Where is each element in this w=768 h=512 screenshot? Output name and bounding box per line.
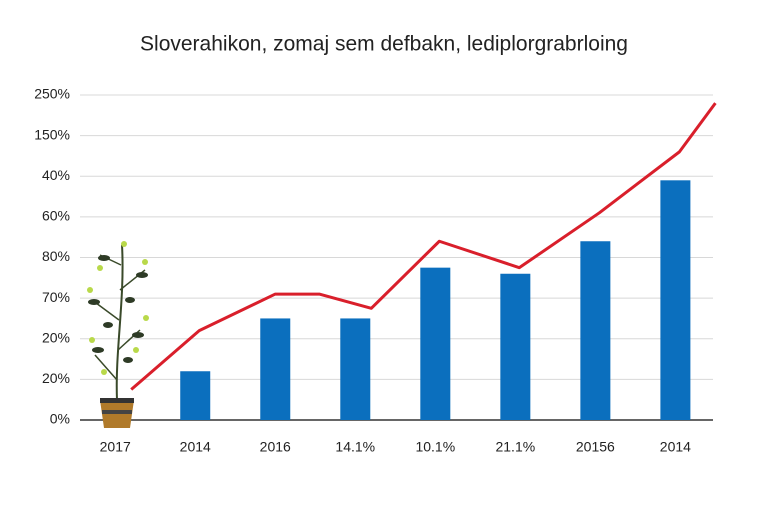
bar	[340, 318, 371, 420]
y-tick-label: 0%	[50, 411, 70, 427]
y-tick-label: 20%	[42, 370, 70, 386]
x-tick-label: 21.1%	[495, 439, 535, 455]
x-tick-label: 2014	[660, 439, 691, 455]
x-tick-label: 2014	[180, 439, 211, 455]
y-tick-label: 80%	[42, 248, 70, 264]
line	[130, 102, 717, 391]
bar	[660, 180, 691, 420]
bar	[420, 267, 451, 420]
bar	[260, 318, 291, 420]
x-tick-label: 20156	[576, 439, 615, 455]
x-tick-label: 2017	[100, 439, 131, 455]
chart-title: Sloverahikon, zomaj sem defbakn, lediplo…	[140, 33, 628, 56]
y-tick-label: 60%	[42, 208, 70, 224]
x-tick-label: 10.1%	[415, 439, 455, 455]
y-tick-label: 20%	[42, 329, 70, 345]
y-tick-label: 150%	[34, 126, 70, 142]
x-tick-label: 2016	[260, 439, 291, 455]
x-tick-label: 14.1%	[335, 439, 375, 455]
bar	[180, 371, 211, 420]
y-tick-label: 70%	[42, 289, 70, 305]
bar	[580, 241, 611, 420]
y-tick-label: 250%	[34, 86, 70, 102]
plot-area: 0% 20% 20% 70% 80% 60% 40% 150% 250% 2017 2014 2016…	[34, 86, 717, 455]
y-tick-label: 40%	[42, 167, 70, 183]
bar	[500, 273, 531, 420]
plant-icon	[87, 241, 149, 428]
